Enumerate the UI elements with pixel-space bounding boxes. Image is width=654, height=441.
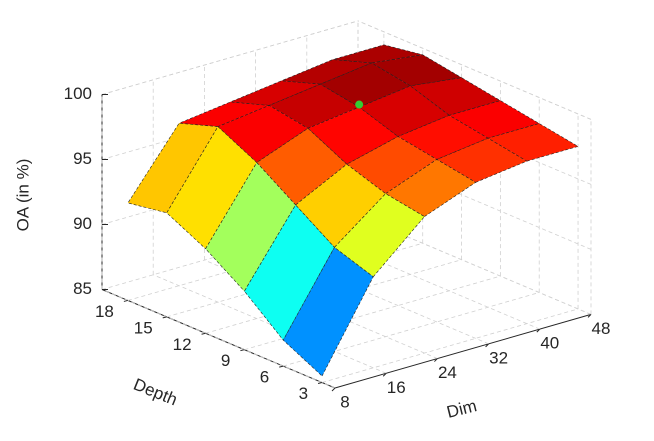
tick-mark	[587, 314, 592, 318]
x-tick-label: 8	[340, 392, 349, 411]
tick-mark	[434, 358, 438, 362]
z-tick-label: 95	[73, 149, 92, 168]
grid-line	[101, 289, 336, 389]
grid-line	[153, 274, 387, 374]
tick-mark	[536, 328, 541, 333]
highlight-point	[355, 100, 364, 109]
z-tick-label: 85	[73, 279, 92, 298]
z-axis-title: OA (in %)	[13, 159, 32, 232]
y-tick-label: 6	[260, 368, 269, 387]
grid-line	[357, 20, 592, 120]
surface-patch	[370, 54, 463, 87]
tick-mark	[123, 299, 129, 302]
z-tick-label: 100	[64, 84, 92, 103]
tick-mark	[279, 365, 284, 368]
y-tick-label: 3	[299, 384, 308, 403]
z-tick-label: 90	[73, 214, 92, 233]
tick-mark	[382, 372, 387, 377]
y-tick-label: 18	[95, 302, 114, 321]
surface-patch	[256, 127, 348, 206]
tick-mark	[485, 343, 489, 348]
x-tick-label: 40	[540, 334, 559, 353]
y-tick-label: 15	[134, 318, 153, 337]
x-axis-title: Dim	[445, 396, 479, 422]
y-tick-label: 9	[221, 351, 230, 370]
x-axis	[334, 313, 592, 389]
grid-line	[321, 308, 579, 383]
surface-patch	[282, 246, 374, 377]
tick-mark	[162, 316, 167, 319]
surface-patch	[333, 193, 425, 278]
tick-mark	[201, 332, 206, 335]
x-tick-label: 16	[387, 378, 406, 397]
x-tick-label: 32	[489, 348, 508, 367]
tick-mark	[317, 382, 323, 385]
x-tick-label: 48	[592, 319, 611, 338]
tick-mark	[331, 387, 336, 392]
y-tick-label: 12	[173, 335, 192, 354]
surface-patch	[217, 105, 309, 163]
x-tick-label: 24	[438, 363, 457, 382]
surface-patch	[332, 44, 423, 64]
surface-patch	[385, 159, 477, 217]
y-axis-title: Depth	[131, 375, 180, 410]
grid-line	[101, 20, 359, 95]
tick-mark	[240, 349, 245, 352]
